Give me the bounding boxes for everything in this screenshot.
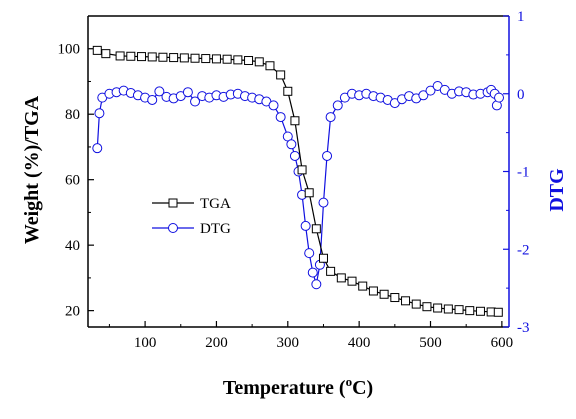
tga-point [390, 293, 400, 303]
tga-point [158, 52, 168, 62]
tga-point [358, 281, 368, 291]
dtg-point [322, 150, 333, 161]
tga-point [92, 45, 102, 55]
legend-entry-tga: TGA [152, 196, 231, 212]
x-tick-label-400: 400 [348, 335, 371, 351]
y2-tick-label--2: -2 [517, 242, 530, 258]
x-tick-label-600: 600 [491, 335, 514, 351]
axis-ticks [88, 15, 509, 328]
dtg-point [311, 279, 322, 290]
tga-point [401, 296, 411, 306]
dtg-point [268, 100, 279, 111]
legend-label-dtg: DTG [200, 221, 231, 237]
tga-point [318, 253, 328, 263]
tga-point [190, 53, 200, 63]
tga-point [283, 86, 293, 96]
tga-point [297, 165, 307, 175]
tga-point [311, 224, 321, 234]
tga-point [443, 304, 453, 314]
tga-point [115, 51, 125, 61]
y-tick-label-60: 60 [65, 173, 80, 189]
dtg-point [147, 94, 158, 105]
dtg-point [300, 220, 311, 231]
legend-circle-marker [168, 223, 178, 233]
tga-point [137, 52, 147, 62]
y-tick-label-20: 20 [65, 304, 80, 320]
tga-point [265, 61, 275, 71]
tga-point [493, 307, 503, 317]
y2-tick-label-0: 0 [517, 87, 525, 103]
tga-point [254, 57, 264, 67]
tga-point [290, 116, 300, 126]
dtg-point [325, 112, 336, 123]
series-dtg [92, 80, 505, 290]
tga-point [201, 54, 211, 64]
tga-point [211, 54, 221, 64]
dtg-line [96, 85, 500, 285]
tga-point [454, 305, 464, 315]
series-layer [92, 45, 505, 317]
tga-point [169, 53, 179, 63]
tga-point [126, 51, 136, 61]
legend-entry-dtg: DTG [152, 221, 231, 237]
tga-point [336, 273, 346, 283]
dtg-point [275, 112, 286, 123]
y-tick-label-80: 80 [65, 107, 80, 123]
dtg-point [94, 108, 105, 119]
tga-point [222, 54, 232, 64]
series-tga [92, 45, 503, 317]
tga-point [101, 49, 111, 59]
tga-point [233, 55, 243, 65]
legend-label-tga: TGA [200, 196, 231, 212]
legend: TGA DTG [152, 196, 231, 237]
tga-point [147, 52, 157, 62]
dtg-point [307, 267, 318, 278]
dtg-point [425, 85, 436, 96]
tga-point [179, 53, 189, 63]
tga-point [475, 306, 485, 316]
tga-point [411, 299, 421, 309]
y2-axis-title: DTG [546, 168, 568, 212]
legend-square-marker [168, 198, 178, 208]
y-tick-label-40: 40 [65, 238, 80, 254]
dtg-point [494, 92, 505, 103]
x-tick-label-500: 500 [419, 335, 442, 351]
tick-labels: 100 200 300 400 500 600 20 40 60 80 100 -3 -2 -1 0 1 [58, 9, 530, 351]
dtg-point [92, 143, 103, 154]
tga-point [276, 70, 286, 80]
dtg-point [289, 150, 300, 161]
dtg-point [418, 90, 429, 101]
dtg-point [332, 100, 343, 111]
dtg-point [182, 87, 193, 98]
dtg-point [318, 197, 329, 208]
tga-point [379, 289, 389, 299]
tga-point [304, 188, 314, 198]
x-tick-label-300: 300 [277, 335, 300, 351]
x-axis-title: Temperature (oC) [223, 374, 373, 399]
tga-point [422, 302, 432, 312]
y2-tick-label--1: -1 [517, 165, 530, 181]
tga-point [465, 306, 475, 316]
y-tick-label-100: 100 [58, 42, 81, 58]
x-tick-label-100: 100 [134, 335, 157, 351]
tga-point [244, 56, 254, 66]
y-axis-title: Weight (%)/TGA [21, 95, 43, 244]
dtg-point [190, 96, 201, 107]
y2-tick-label--3: -3 [517, 320, 530, 336]
x-tick-label-200: 200 [205, 335, 228, 351]
dtg-point [286, 139, 297, 150]
y2-tick-label-1: 1 [517, 9, 525, 25]
tga-point [326, 266, 336, 276]
dtg-point [304, 248, 315, 259]
tga-point [347, 276, 357, 286]
dtg-point [154, 86, 165, 97]
tga-point [368, 286, 378, 296]
plot-frame [87, 15, 510, 328]
tga-point [433, 303, 443, 313]
